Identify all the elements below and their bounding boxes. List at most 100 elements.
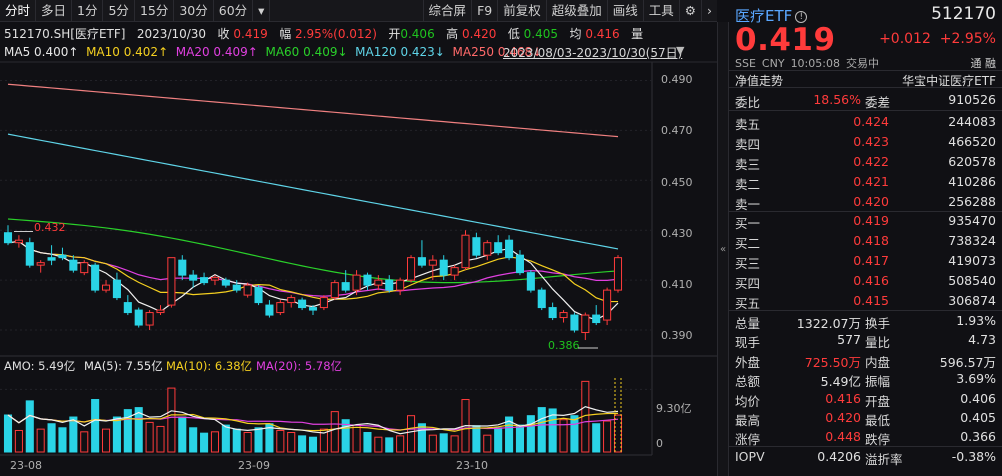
bid-row[interactable]: 买三 0.417 419073 bbox=[729, 251, 1002, 271]
tab-60min[interactable]: 60分 bbox=[214, 0, 254, 22]
candle-up bbox=[156, 309, 165, 314]
date-tick: 23-09 bbox=[238, 459, 270, 472]
ask-row[interactable]: 卖五 0.424 244083 bbox=[729, 112, 1002, 132]
ask-row[interactable]: 卖三 0.422 620578 bbox=[729, 152, 1002, 172]
expand-chevron-icon[interactable]: › bbox=[701, 0, 717, 22]
volume-ma-lines bbox=[7, 378, 622, 452]
stat-label: 溢折率 bbox=[865, 451, 903, 467]
ask-price: 0.421 bbox=[853, 174, 889, 189]
amo-ma10: MA(10): 6.38亿 bbox=[166, 359, 252, 373]
super-overlay-button[interactable]: 超级叠加 bbox=[545, 0, 607, 22]
market-meta: SSE CNY 10:05:08 交易中 bbox=[735, 55, 885, 71]
volume-bar-down bbox=[537, 407, 546, 453]
volume-bar-up bbox=[428, 434, 437, 453]
tracked-index-name: 华宝中证医疗ETF bbox=[902, 74, 996, 88]
vol-ma20-line bbox=[7, 414, 619, 431]
f9-button[interactable]: F9 bbox=[471, 0, 497, 22]
symbol-label: 512170.SH[医疗ETF] bbox=[4, 27, 126, 41]
tab-multiday[interactable]: 多日 bbox=[36, 0, 73, 22]
kline-chart[interactable]: 0.490 0.470 0.450 0.430 0.410 0.390 0.43… bbox=[0, 0, 717, 476]
nav-trend-link[interactable]: 净值走势 bbox=[735, 74, 784, 88]
candle-down bbox=[472, 237, 481, 256]
stat-row: 总额 5.49亿 振幅 3.69% bbox=[729, 369, 1002, 389]
close-label: 收 bbox=[217, 27, 230, 41]
info-icon[interactable]: ! bbox=[795, 11, 808, 23]
draw-line-button[interactable]: 画线 bbox=[606, 0, 643, 22]
tab-intraday[interactable]: 分时 bbox=[0, 0, 37, 22]
candle-up bbox=[396, 279, 405, 291]
stat-label: 涨停 bbox=[735, 432, 761, 448]
ask-row[interactable]: 卖一 0.420 256288 bbox=[729, 192, 1002, 212]
volume-bar-down bbox=[47, 423, 56, 453]
volume-label: 量 bbox=[631, 27, 644, 41]
quote-panel: 医疗ETF! 512170 0.419 +0.012 +2.95% SSE CNY… bbox=[729, 0, 1002, 476]
volume-bar-up bbox=[374, 436, 383, 453]
price-tick: 0.410 bbox=[661, 278, 693, 291]
ask-row[interactable]: 卖四 0.423 466520 bbox=[729, 132, 1002, 152]
volume-bar-up bbox=[243, 431, 252, 453]
bid-price: 0.416 bbox=[853, 273, 889, 288]
volume-bar-up bbox=[319, 428, 328, 453]
forward-adjust-button[interactable]: 前复权 bbox=[497, 0, 546, 22]
weibi-value: 18.56% bbox=[813, 92, 861, 107]
ma60-line bbox=[7, 218, 619, 284]
ask-price: 0.420 bbox=[853, 194, 889, 209]
low-value: 0.405 bbox=[523, 27, 559, 41]
volume-bar-up bbox=[80, 431, 89, 453]
volume-bar-down bbox=[505, 416, 514, 453]
candle-up bbox=[613, 257, 623, 291]
candle-up bbox=[287, 297, 296, 304]
composite-screen-button[interactable]: 综合屏 bbox=[422, 0, 472, 22]
amo-value: AMO: 5.49亿 bbox=[4, 359, 75, 373]
ask-level-label: 卖五 bbox=[735, 117, 761, 132]
ma120-value: MA120 0.423↓ bbox=[355, 45, 445, 59]
volume-bar-down bbox=[123, 409, 132, 453]
settings-gear-icon[interactable]: ⚙ bbox=[678, 0, 701, 22]
tab-15min[interactable]: 15分 bbox=[135, 0, 175, 22]
volume-bar-down bbox=[134, 407, 143, 453]
stat-value: 596.57万 bbox=[939, 354, 996, 370]
candle-down bbox=[254, 287, 263, 304]
amo-ma20: MA(20): 5.78亿 bbox=[256, 359, 342, 373]
bid-row[interactable]: 买五 0.415 306874 bbox=[729, 291, 1002, 311]
bid-row[interactable]: 买四 0.416 508540 bbox=[729, 271, 1002, 291]
volume-bar-down bbox=[221, 424, 230, 453]
candle-down bbox=[494, 242, 503, 254]
date-range-dropdown-icon[interactable]: ▼ bbox=[676, 44, 685, 57]
volume-bar-up bbox=[450, 435, 459, 453]
volume-bar-down bbox=[548, 408, 557, 453]
close-value: 0.419 bbox=[233, 27, 268, 41]
ma10-value: MA10 0.402↑ bbox=[86, 45, 169, 59]
volume-bar-up bbox=[276, 429, 285, 453]
ask-row[interactable]: 卖二 0.421 410286 bbox=[729, 172, 1002, 192]
volume-bar-down bbox=[254, 427, 263, 453]
candle-down bbox=[91, 264, 100, 291]
date-axis: 23-08 23-09 23-10 bbox=[10, 459, 488, 472]
tab-30min[interactable]: 30分 bbox=[174, 0, 214, 22]
ask-level-label: 卖三 bbox=[735, 157, 761, 172]
date-range-selector[interactable]: 2023/08/03-2023/10/30(57日) bbox=[503, 46, 683, 60]
volume-bar-up bbox=[14, 429, 23, 453]
candle-up bbox=[450, 267, 459, 276]
candle-down bbox=[3, 232, 13, 244]
stat-label: 现手 bbox=[735, 335, 761, 351]
exchange-label: SSE bbox=[735, 57, 756, 70]
tab-1min[interactable]: 1分 bbox=[72, 0, 104, 22]
candle-down bbox=[178, 259, 187, 276]
weicha-value: 910526 bbox=[948, 92, 996, 107]
stat-row: 现手 577 量比 4.73 bbox=[729, 330, 1002, 350]
bid-row[interactable]: 买一 0.419 935470 bbox=[729, 211, 1002, 231]
stat-label: 最高 bbox=[735, 413, 761, 428]
volume-bar-down bbox=[3, 414, 13, 453]
tab-5min[interactable]: 5分 bbox=[103, 0, 135, 22]
candle-up bbox=[406, 257, 416, 281]
tools-button[interactable]: 工具 bbox=[642, 0, 679, 22]
stat-value: 0.4206 bbox=[817, 448, 861, 464]
period-dropdown-icon[interactable]: ▾ bbox=[253, 0, 271, 22]
volume-bar-down bbox=[341, 419, 350, 453]
candle-down bbox=[570, 314, 579, 331]
bid-level-label: 买二 bbox=[735, 236, 761, 251]
collapse-panel-handle[interactable]: « bbox=[717, 22, 729, 476]
bid-row[interactable]: 买二 0.418 738324 bbox=[729, 231, 1002, 251]
volume-bar-down bbox=[494, 427, 503, 453]
